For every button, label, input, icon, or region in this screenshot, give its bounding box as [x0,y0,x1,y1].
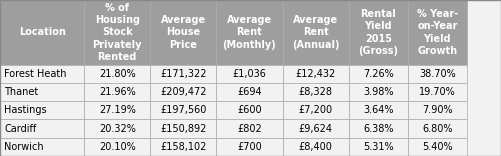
Text: 6.80%: 6.80% [422,124,452,134]
Bar [216,65,283,83]
Bar [349,119,408,138]
Bar [216,119,283,138]
Bar [408,119,467,138]
Bar [0,0,84,65]
Text: 19.70%: 19.70% [419,87,456,97]
Text: 6.38%: 6.38% [363,124,393,134]
Text: £1,036: £1,036 [232,69,267,79]
Text: £171,322: £171,322 [160,69,206,79]
Text: £8,400: £8,400 [299,142,333,152]
Bar [0,83,84,101]
Bar [408,0,467,65]
Text: Forest Heath: Forest Heath [4,69,67,79]
Text: 38.70%: 38.70% [419,69,456,79]
Bar [283,138,349,156]
Bar [216,83,283,101]
Text: 27.19%: 27.19% [99,105,136,115]
Text: £209,472: £209,472 [160,87,206,97]
Text: £802: £802 [237,124,262,134]
Text: 21.96%: 21.96% [99,87,136,97]
Text: 3.64%: 3.64% [363,105,393,115]
Text: 5.40%: 5.40% [422,142,453,152]
Text: Location: Location [19,27,66,37]
Bar [349,101,408,119]
Bar [84,0,150,65]
Text: £197,560: £197,560 [160,105,206,115]
Text: £694: £694 [237,87,262,97]
Bar [0,119,84,138]
Bar [283,101,349,119]
Bar [150,138,216,156]
Bar [283,119,349,138]
Bar [216,0,283,65]
Text: £150,892: £150,892 [160,124,206,134]
Bar [84,119,150,138]
Text: % of
Housing
Stock
Privately
Rented: % of Housing Stock Privately Rented [93,2,142,62]
Text: 3.98%: 3.98% [363,87,393,97]
Text: % Year-
on-Year
Yield
Growth: % Year- on-Year Yield Growth [417,9,458,56]
Bar [349,83,408,101]
Text: Average
Rent
(Annual): Average Rent (Annual) [292,15,339,50]
Bar [283,83,349,101]
Text: 7.90%: 7.90% [422,105,453,115]
Text: £7,200: £7,200 [299,105,333,115]
Text: £700: £700 [237,142,262,152]
Text: £9,624: £9,624 [299,124,333,134]
Text: £600: £600 [237,105,262,115]
Bar [408,65,467,83]
Bar [408,138,467,156]
Bar [84,65,150,83]
Bar [84,83,150,101]
Text: Cardiff: Cardiff [4,124,36,134]
Bar [0,138,84,156]
Text: 5.31%: 5.31% [363,142,394,152]
Text: Average
Rent
(Monthly): Average Rent (Monthly) [222,15,277,50]
Bar [408,101,467,119]
Text: 20.32%: 20.32% [99,124,136,134]
Text: Hastings: Hastings [4,105,47,115]
Bar [150,65,216,83]
Bar [150,83,216,101]
Text: Rental
Yield
2015
(Gross): Rental Yield 2015 (Gross) [358,9,398,56]
Bar [216,138,283,156]
Text: 7.26%: 7.26% [363,69,394,79]
Bar [0,65,84,83]
Bar [150,119,216,138]
Bar [349,65,408,83]
Text: £158,102: £158,102 [160,142,206,152]
Bar [408,83,467,101]
Bar [84,138,150,156]
Text: Thanet: Thanet [4,87,38,97]
Bar [349,0,408,65]
Text: 21.80%: 21.80% [99,69,136,79]
Text: £12,432: £12,432 [296,69,336,79]
Bar [349,138,408,156]
Bar [283,0,349,65]
Bar [150,0,216,65]
Text: 20.10%: 20.10% [99,142,136,152]
Bar [150,101,216,119]
Text: Average
House
Price: Average House Price [161,15,206,50]
Bar [84,101,150,119]
Bar [283,65,349,83]
Bar [0,101,84,119]
Text: Norwich: Norwich [4,142,44,152]
Text: £8,328: £8,328 [299,87,333,97]
Bar [216,101,283,119]
